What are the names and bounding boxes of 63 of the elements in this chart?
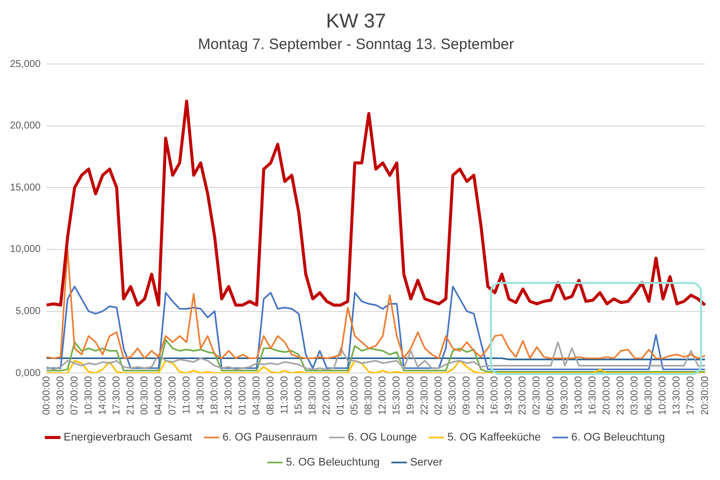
x-tick-label: 03:00:00 (630, 376, 641, 416)
legend-label: 6. OG Lounge (348, 432, 417, 444)
x-tick-label: 22:30:00 (420, 376, 431, 416)
x-tick-label: 18:00:00 (209, 376, 220, 416)
y-tick-label: 0,000 (16, 368, 42, 379)
x-tick-label: 16:30:00 (588, 376, 599, 416)
x-tick-label: 20:00:00 (602, 376, 613, 416)
x-tick-label: 14:00:00 (97, 376, 108, 416)
x-tick-label: 08:30:00 (364, 376, 375, 416)
x-tick-label: 07:00:00 (69, 376, 80, 416)
x-tick-label: 00:30:00 (139, 376, 150, 416)
x-tick-label: 08:00:00 (265, 376, 276, 416)
x-tick-label: 17:30:00 (111, 376, 122, 416)
x-tick-label: 14:30:00 (195, 376, 206, 416)
x-tick-label: 04:00:00 (153, 376, 164, 416)
legend-label: 5. OG Beleuchtung (286, 456, 380, 469)
y-tick-label: 25,000 (10, 58, 42, 70)
chart-subtitle: Montag 7. September - Sonntag 13. September (198, 36, 514, 54)
legend-label: Server (410, 456, 443, 469)
x-tick-label: 00:00:00 (41, 376, 52, 416)
legend-label: 5. OG Kaffeeküche (447, 432, 541, 444)
x-tick-label: 01:00:00 (237, 376, 248, 416)
y-tick-label: 15,000 (10, 182, 42, 194)
x-tick-label: 17:00:00 (686, 376, 697, 416)
x-tick-label: 05:30:00 (448, 376, 459, 416)
x-tick-label: 23:00:00 (518, 376, 529, 416)
y-tick-label: 10,000 (10, 244, 42, 256)
x-tick-label: 23:30:00 (616, 376, 627, 416)
x-tick-label: 19:00:00 (406, 376, 417, 416)
legend-label: 6. OG Beleuchtung (571, 432, 665, 444)
x-tick-label: 09:00:00 (462, 376, 473, 416)
x-tick-label: 02:30:00 (532, 376, 543, 416)
x-tick-label: 10:30:00 (83, 376, 94, 416)
x-tick-label: 05:00:00 (350, 376, 361, 416)
x-tick-label: 20:30:00 (700, 376, 711, 416)
legend-label: 6. OG Pausenraum (222, 432, 318, 444)
x-tick-label: 11:00:00 (181, 376, 192, 414)
x-tick-label: 15:30:00 (392, 376, 403, 416)
x-tick-label: 06:30:00 (644, 376, 655, 416)
x-tick-label: 15:00:00 (293, 376, 304, 416)
x-tick-label: 07:30:00 (167, 376, 178, 416)
x-tick-label: 10:00:00 (658, 376, 669, 416)
x-tick-label: 21:00:00 (125, 376, 136, 416)
x-tick-label: 01:30:00 (336, 376, 347, 416)
x-tick-label: 02:00:00 (434, 376, 445, 416)
y-tick-label: 5,000 (16, 306, 42, 318)
x-tick-label: 13:30:00 (672, 376, 683, 416)
x-tick-label: 03:30:00 (55, 376, 66, 416)
x-tick-label: 11:30:00 (279, 376, 290, 414)
x-tick-label: 22:00:00 (322, 376, 333, 416)
x-tick-label: 12:00:00 (378, 376, 389, 416)
x-tick-label: 21:30:00 (223, 376, 234, 416)
x-tick-label: 19:30:00 (504, 376, 515, 416)
x-tick-label: 18:30:00 (308, 376, 319, 416)
x-tick-label: 13:00:00 (574, 376, 585, 416)
chart-title: KW 37 (326, 10, 386, 33)
x-tick-label: 09:30:00 (560, 376, 571, 416)
x-tick-label: 04:30:00 (251, 376, 262, 416)
y-tick-label: 20,000 (10, 120, 42, 132)
x-tick-label: 06:00:00 (546, 376, 557, 416)
x-tick-label: 16:00:00 (490, 376, 501, 416)
x-tick-label: 12:30:00 (476, 376, 487, 416)
legend-label: Energieverbrauch Gesamt (64, 432, 192, 444)
